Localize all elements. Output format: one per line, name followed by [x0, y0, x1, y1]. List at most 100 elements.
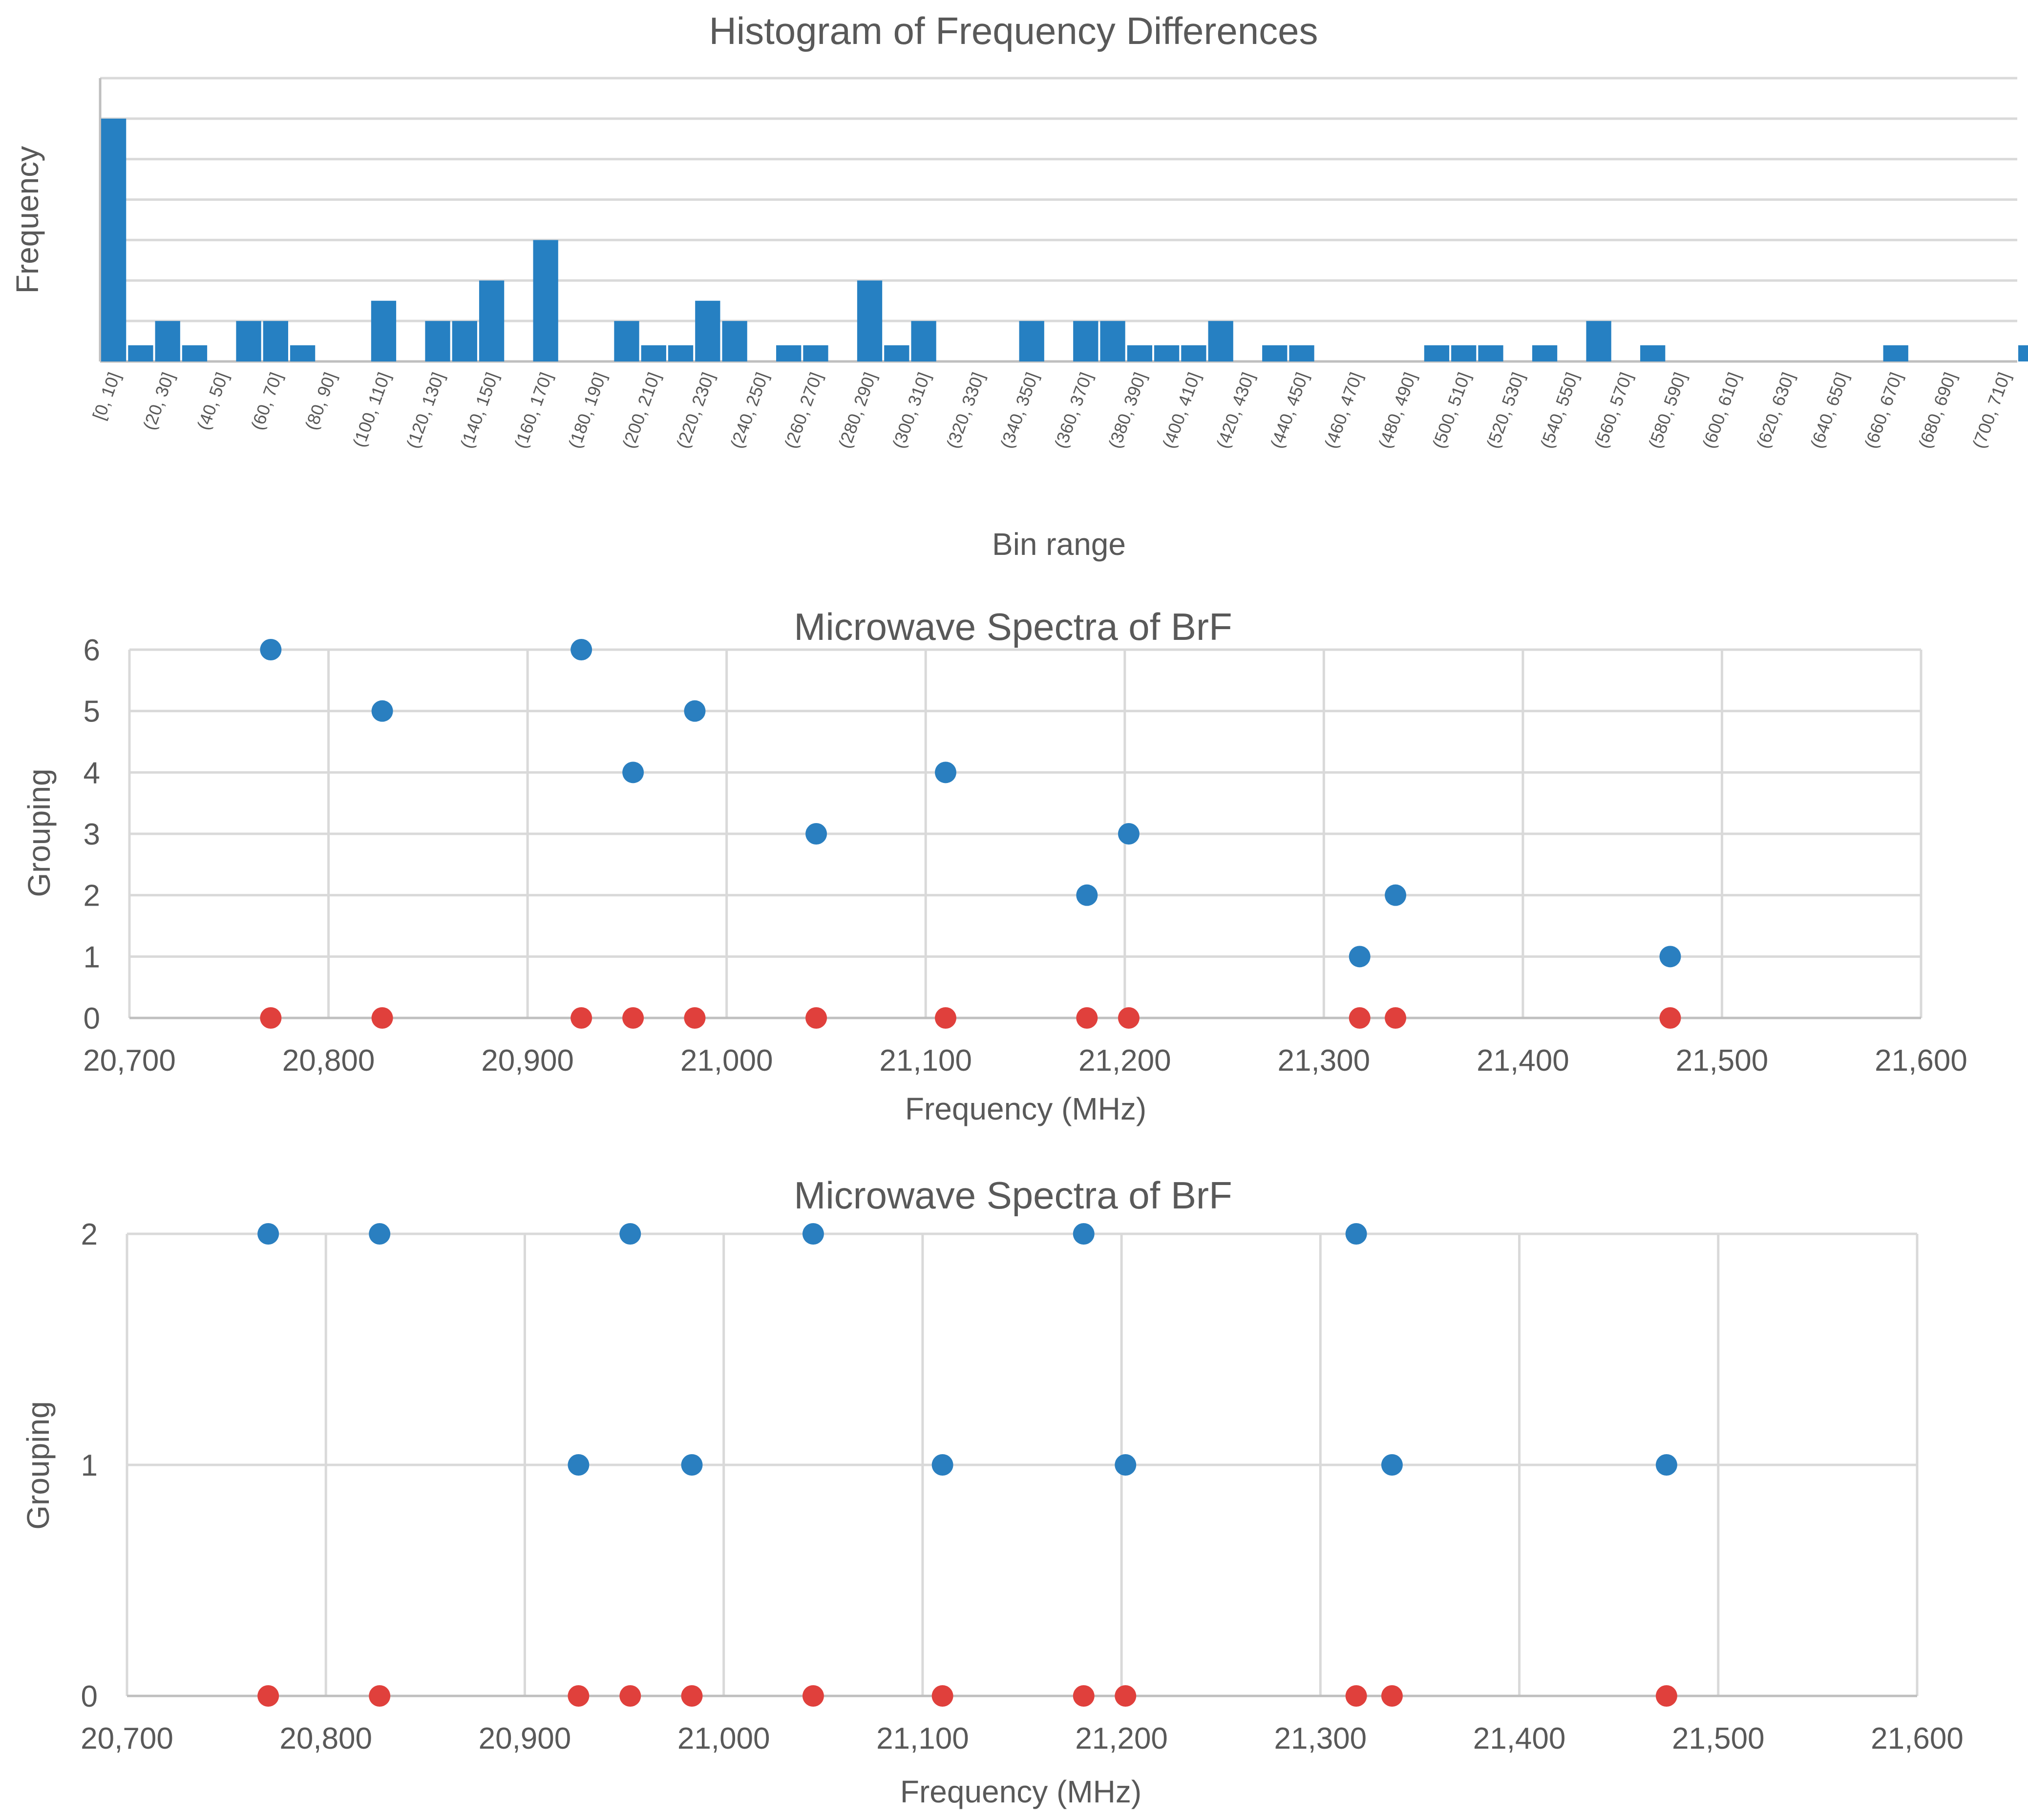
scatter-bottom-blue-point: [568, 1454, 590, 1476]
scatter-bottom-red-point: [1655, 1685, 1677, 1707]
histogram-bar: [911, 321, 936, 361]
scatter-bottom-x-tick-label: 21,300: [1274, 1722, 1367, 1756]
histogram-bar: [668, 345, 694, 361]
scatter-top-x-tick-label: 21,200: [1078, 1044, 1171, 1078]
scatter-bottom-y-tick-label: 2: [81, 1218, 98, 1251]
scatter-top-blue-point: [1076, 884, 1098, 906]
histogram-bar: [290, 345, 316, 361]
scatter-bottom-blue-point: [1115, 1454, 1137, 1476]
histogram-bar: [452, 321, 477, 361]
scatter-top-x-tick-label: 21,400: [1477, 1044, 1569, 1078]
scatter-bottom-x-tick-label: 20,900: [479, 1722, 571, 1756]
histogram-bar: [803, 345, 828, 361]
histogram-bar: [1181, 345, 1206, 361]
scatter-bottom-blue-point: [1655, 1454, 1677, 1476]
scatter-top-red-point: [570, 1007, 592, 1029]
scatter-bottom-blue-point: [1345, 1223, 1367, 1245]
scatter-top-blue-point: [1385, 884, 1407, 906]
scatter-top-red-point: [805, 1007, 827, 1029]
scatter-top-red-point: [1385, 1007, 1407, 1029]
scatter-top-blue-point: [1118, 823, 1140, 845]
scatter-bottom-red-point: [568, 1685, 590, 1707]
scatter-bottom-red-point: [681, 1685, 703, 1707]
scatter-top-blue-point: [1349, 946, 1371, 968]
histogram-bar: [128, 345, 153, 361]
histogram-bar: [1640, 345, 1666, 361]
scatter-bottom-x-tick-label: 21,400: [1473, 1722, 1566, 1756]
histogram-bar: [1451, 345, 1477, 361]
histogram-bar: [722, 321, 747, 361]
histogram-bar: [1208, 321, 1233, 361]
histogram-bar: [776, 345, 802, 361]
histogram-bar: [533, 240, 558, 361]
scatter-top-blue-point: [934, 762, 956, 783]
scatter-bottom-blue-point: [931, 1454, 953, 1476]
scatter-bottom-x-tick-label: 21,100: [876, 1722, 969, 1756]
scatter-bottom-blue-point: [1381, 1454, 1403, 1476]
histogram-x-axis-title: Bin range: [992, 527, 1126, 562]
histogram-bar: [1262, 345, 1288, 361]
histogram-bar: [614, 321, 639, 361]
scatter-top-y-tick-label: 1: [84, 940, 100, 974]
histogram-bar: [182, 345, 208, 361]
scatter-top-red-point: [934, 1007, 956, 1029]
scatter-bottom-blue-point: [681, 1454, 703, 1476]
histogram-bar: [641, 345, 666, 361]
scatter-bottom-red-point: [369, 1685, 391, 1707]
scatter-top-red-point: [1076, 1007, 1098, 1029]
scatter-top-x-tick-label: 20,900: [481, 1044, 574, 1078]
histogram-bar: [1019, 321, 1044, 361]
histogram-bar: [155, 321, 180, 361]
scatter-top-y-tick-label: 5: [84, 695, 100, 729]
scatter-top-x-tick-label: 21,300: [1278, 1044, 1371, 1078]
scatter-bottom-x-axis-title: Frequency (MHz): [900, 1774, 1141, 1809]
scatter-bottom-blue-point: [802, 1223, 824, 1245]
scatter-bottom-red-point: [257, 1685, 279, 1707]
scatter-top-red-point: [260, 1007, 282, 1029]
histogram-bar: [1073, 321, 1098, 361]
scatter-bottom-x-tick-label: 21,200: [1075, 1722, 1168, 1756]
scatter-bottom-y-tick-label: 1: [81, 1449, 98, 1482]
scatter-bottom-red-point: [619, 1685, 641, 1707]
scatter-top-blue-point: [371, 700, 393, 722]
histogram-bar: [479, 280, 505, 361]
scatter-top-red-point: [622, 1007, 644, 1029]
scatter-bottom-y-axis-title: Grouping: [21, 1401, 56, 1529]
scatter-top-y-tick-label: 4: [84, 756, 100, 790]
histogram-bar: [884, 345, 909, 361]
scatter-top-red-point: [1659, 1007, 1681, 1029]
histogram-bar: [425, 321, 450, 361]
scatter-chart-bottom: Microwave Spectra of BrF Grouping Freque…: [21, 1174, 1964, 1809]
histogram-bar: [1532, 345, 1558, 361]
scatter-bottom-red-point: [1345, 1685, 1367, 1707]
scatter-bottom-x-tick-label: 21,500: [1672, 1722, 1765, 1756]
scatter-top-x-tick-label: 20,800: [282, 1044, 375, 1078]
scatter-top-x-tick-label: 21,100: [879, 1044, 972, 1078]
scatter-top-blue-point: [622, 762, 644, 783]
scatter-top-blue-point: [684, 700, 706, 722]
histogram-bar: [2018, 345, 2028, 361]
histogram-bar: [857, 280, 883, 361]
scatter-top-title: Microwave Spectra of BrF: [794, 605, 1232, 648]
scatter-top-y-tick-label: 2: [84, 879, 100, 913]
scatter-bottom-x-tick-label: 21,600: [1871, 1722, 1964, 1756]
histogram-y-axis-title: Frequency: [10, 146, 45, 294]
scatter-top-blue-point: [260, 639, 282, 660]
scatter-bottom-blue-point: [257, 1223, 279, 1245]
scatter-top-y-tick-label: 3: [84, 818, 100, 851]
scatter-bottom-blue-point: [369, 1223, 391, 1245]
scatter-top-red-point: [371, 1007, 393, 1029]
scatter-top-red-point: [1118, 1007, 1140, 1029]
histogram-bar: [1478, 345, 1503, 361]
scatter-top-blue-point: [805, 823, 827, 845]
histogram-bar: [1127, 345, 1152, 361]
scatter-bottom-y-tick-label: 0: [81, 1680, 98, 1714]
scatter-bottom-blue-point: [1073, 1223, 1095, 1245]
histogram-title: Histogram of Frequency Differences: [709, 9, 1318, 52]
scatter-top-y-axis-title: Grouping: [21, 768, 57, 897]
histogram-bar: [1424, 345, 1450, 361]
histogram-bar: [1586, 321, 1611, 361]
scatter-chart-top: Microwave Spectra of BrF Grouping Freque…: [21, 605, 1967, 1126]
scatter-top-red-point: [684, 1007, 706, 1029]
histogram-bar: [695, 300, 720, 361]
